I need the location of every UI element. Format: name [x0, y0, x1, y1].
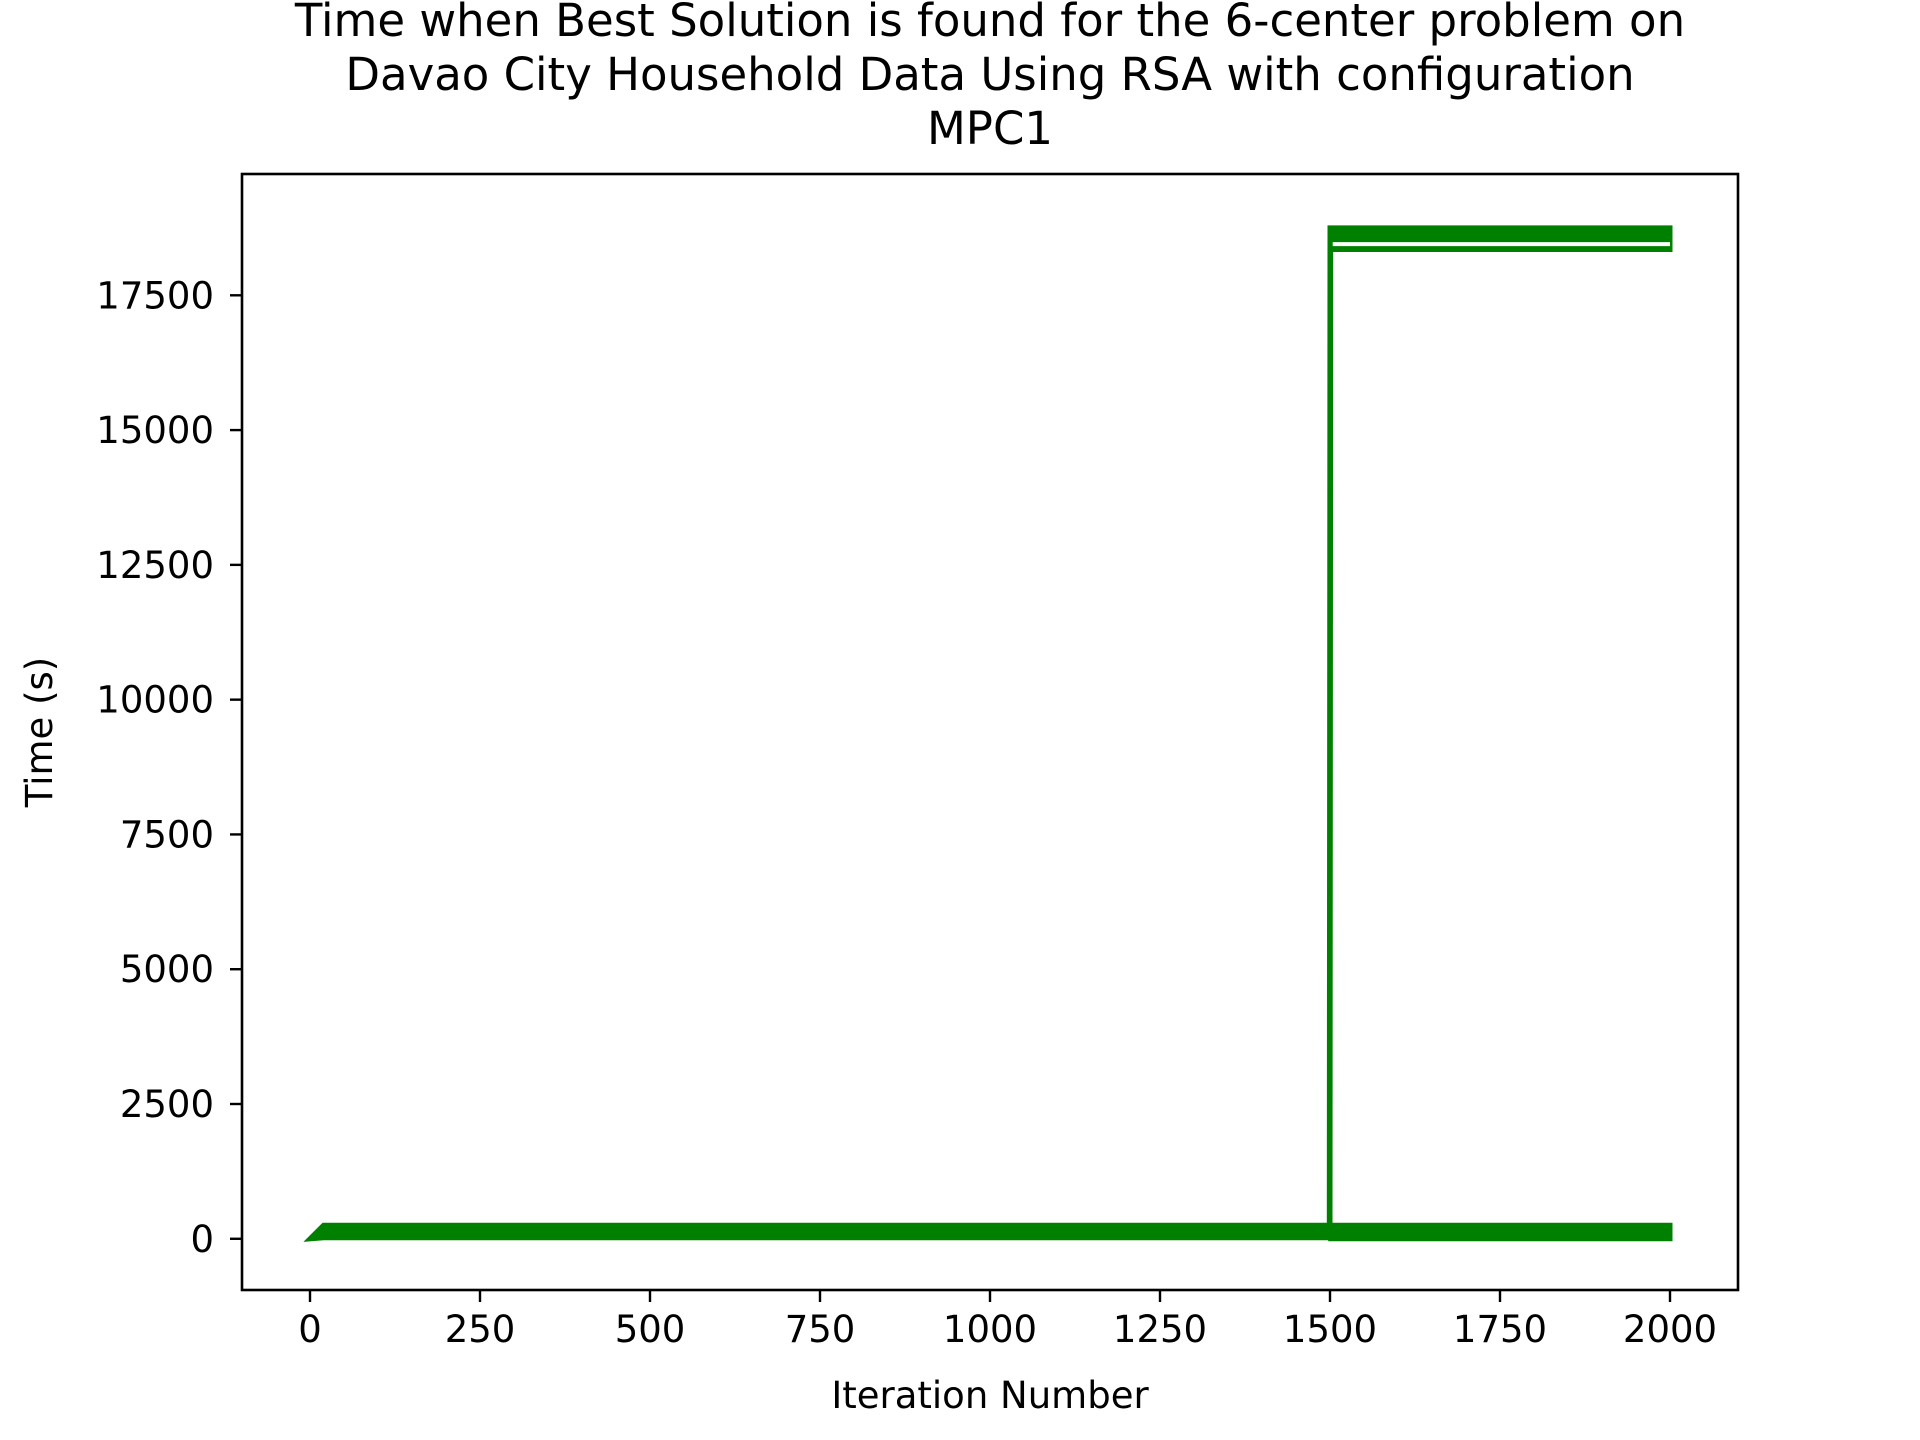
x-tick-label: 1500	[1283, 1308, 1377, 1351]
y-tick-label: 5000	[120, 948, 214, 991]
y-tick-label: 2500	[120, 1083, 214, 1126]
y-tick-label: 12500	[96, 544, 214, 587]
x-tick-label: 1750	[1453, 1308, 1547, 1351]
y-tick-label: 17500	[96, 274, 214, 317]
series-layer	[303, 225, 1673, 1242]
x-axis-ticks: 0 250 500 750 1000 1250 1500 1750 2000	[298, 1290, 1717, 1351]
x-tick-label: 750	[785, 1308, 856, 1351]
y-tick-label: 10000	[96, 679, 214, 722]
x-tick-label: 0	[298, 1308, 322, 1351]
chart-title: Time when Best Solution is found for the…	[294, 0, 1685, 155]
series-band-1	[303, 225, 1673, 1242]
x-axis-label: Iteration Number	[831, 1374, 1149, 1417]
x-tick-label: 1000	[943, 1308, 1037, 1351]
x-tick-label: 1250	[1113, 1308, 1207, 1351]
chart-title-line-1: Time when Best Solution is found for the…	[294, 0, 1685, 47]
y-tick-label: 7500	[120, 813, 214, 856]
chart-title-line-3: MPC1	[927, 102, 1053, 155]
x-tick-label: 250	[445, 1308, 516, 1351]
x-tick-label: 500	[615, 1308, 686, 1351]
plot-frame	[240, 172, 1740, 1292]
chart-title-line-2: Davao City Household Data Using RSA with…	[345, 48, 1634, 101]
series-band-2	[1328, 1222, 1673, 1242]
y-axis-ticks: 0 2500 5000 7500 10000 12500 15000 17500	[96, 274, 242, 1261]
x-tick-label: 2000	[1623, 1308, 1717, 1351]
y-tick-label: 15000	[96, 409, 214, 452]
y-axis-label: Time (s)	[18, 657, 61, 808]
y-tick-label: 0	[190, 1218, 214, 1261]
